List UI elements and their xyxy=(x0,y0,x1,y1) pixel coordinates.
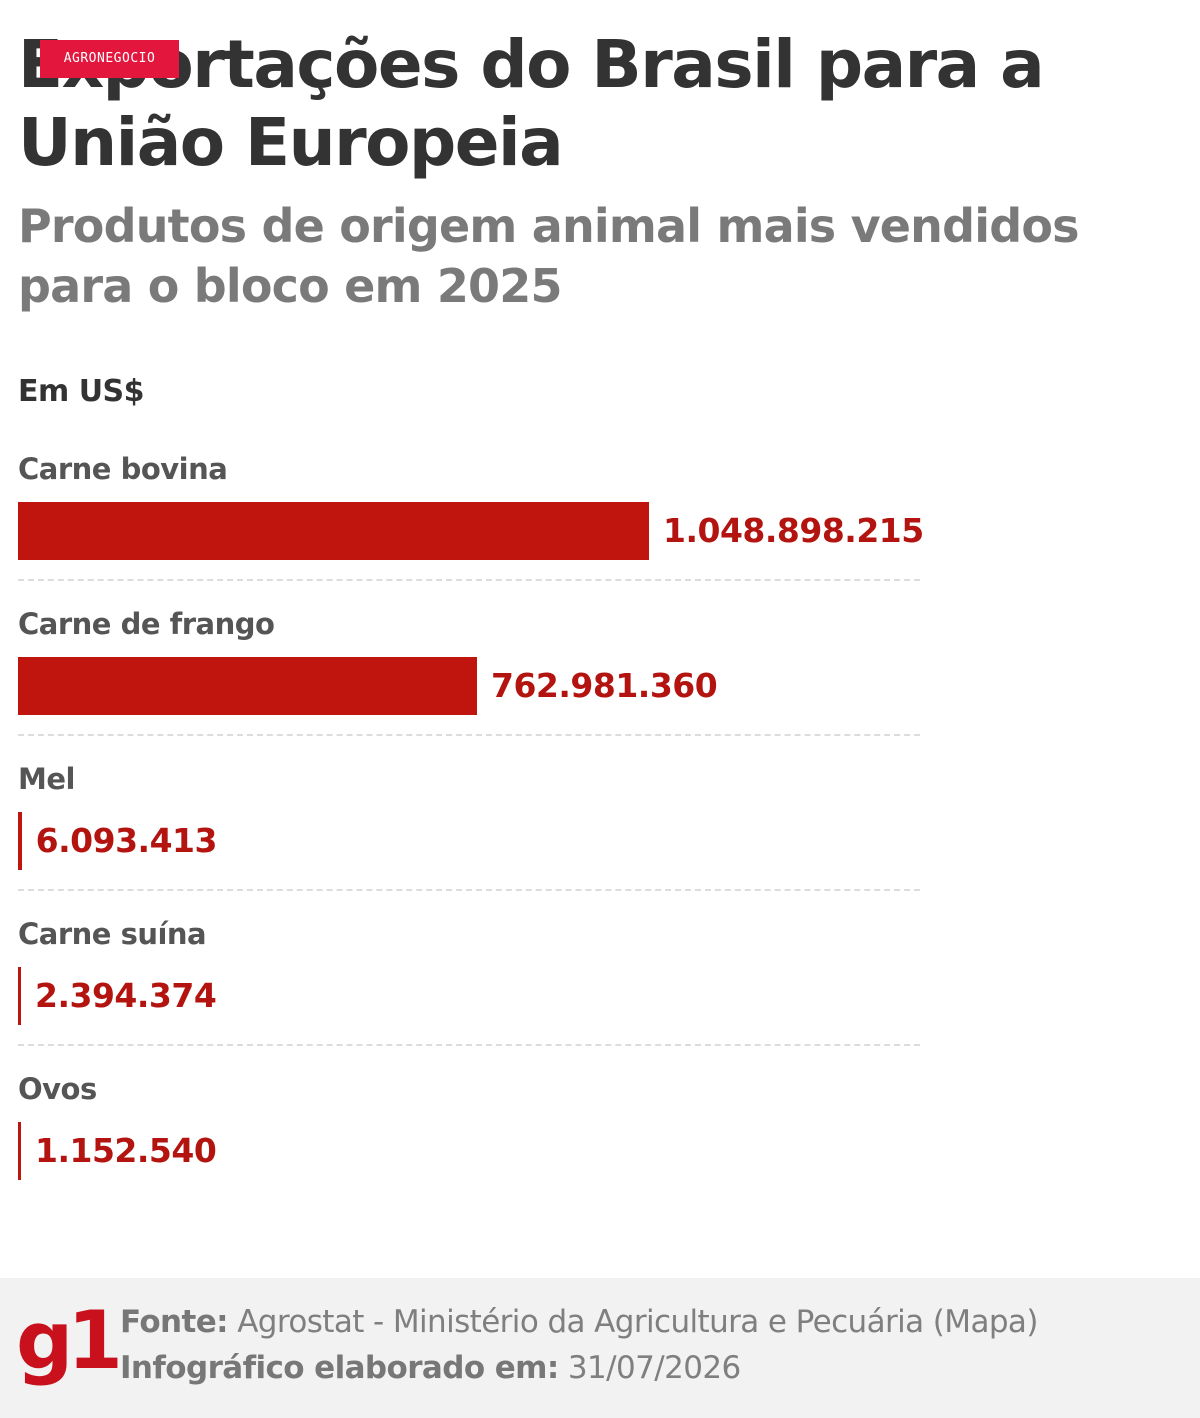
source-text: Agrostat - Ministério da Agricultura e P… xyxy=(237,1304,1038,1340)
value-label: 6.093.413 xyxy=(35,821,218,860)
bar xyxy=(18,1122,21,1180)
value-label: 1.048.898.215 xyxy=(663,511,924,550)
row-divider xyxy=(18,579,920,581)
bar-row: Ovos 1.152.540 xyxy=(18,1060,928,1215)
chart-title: Exportações do Brasil para a União Europ… xyxy=(18,26,1045,181)
bar-chart: Carne bovina 1.048.898.215 Carne de frango… xyxy=(18,440,928,1215)
source-label: Fonte: xyxy=(120,1304,229,1340)
date-text: 31/07/2026 xyxy=(567,1350,741,1386)
value-label: 762.981.360 xyxy=(490,666,718,705)
category-badge: AGRONEGOCIO xyxy=(40,40,179,78)
bar-row: Mel 6.093.413 xyxy=(18,750,928,905)
row-divider xyxy=(18,889,920,891)
category-label: Carne bovina xyxy=(18,452,228,486)
value-label: 1.152.540 xyxy=(35,1131,217,1170)
date-line: Infográfico elaborado em: 31/07/2026 xyxy=(120,1346,741,1390)
category-label: Carne de frango xyxy=(18,607,275,641)
g1-logo: g1 xyxy=(16,1294,123,1387)
unit-label: Em US$ xyxy=(18,374,145,409)
row-divider xyxy=(18,1044,920,1046)
bar xyxy=(18,502,649,560)
value-label: 2.394.374 xyxy=(35,976,217,1015)
category-label: Mel xyxy=(18,762,75,796)
date-label: Infográfico elaborado em: xyxy=(120,1350,559,1386)
bar-row: Carne de frango 762.981.360 xyxy=(18,595,928,750)
bar-row: Carne suína 2.394.374 xyxy=(18,905,928,1060)
source-line: Fonte: Agrostat - Ministério da Agricult… xyxy=(120,1300,1038,1344)
bar xyxy=(18,657,477,715)
chart-subtitle: Produtos de origem animal mais vendidos … xyxy=(18,199,1080,313)
footer: g1 Fonte: Agrostat - Ministério da Agric… xyxy=(0,1278,1200,1418)
category-label: Carne suína xyxy=(18,917,207,951)
bar xyxy=(18,812,22,870)
category-label: Ovos xyxy=(18,1072,97,1106)
bar-row: Carne bovina 1.048.898.215 xyxy=(18,440,928,595)
bar xyxy=(18,967,21,1025)
row-divider xyxy=(18,734,920,736)
